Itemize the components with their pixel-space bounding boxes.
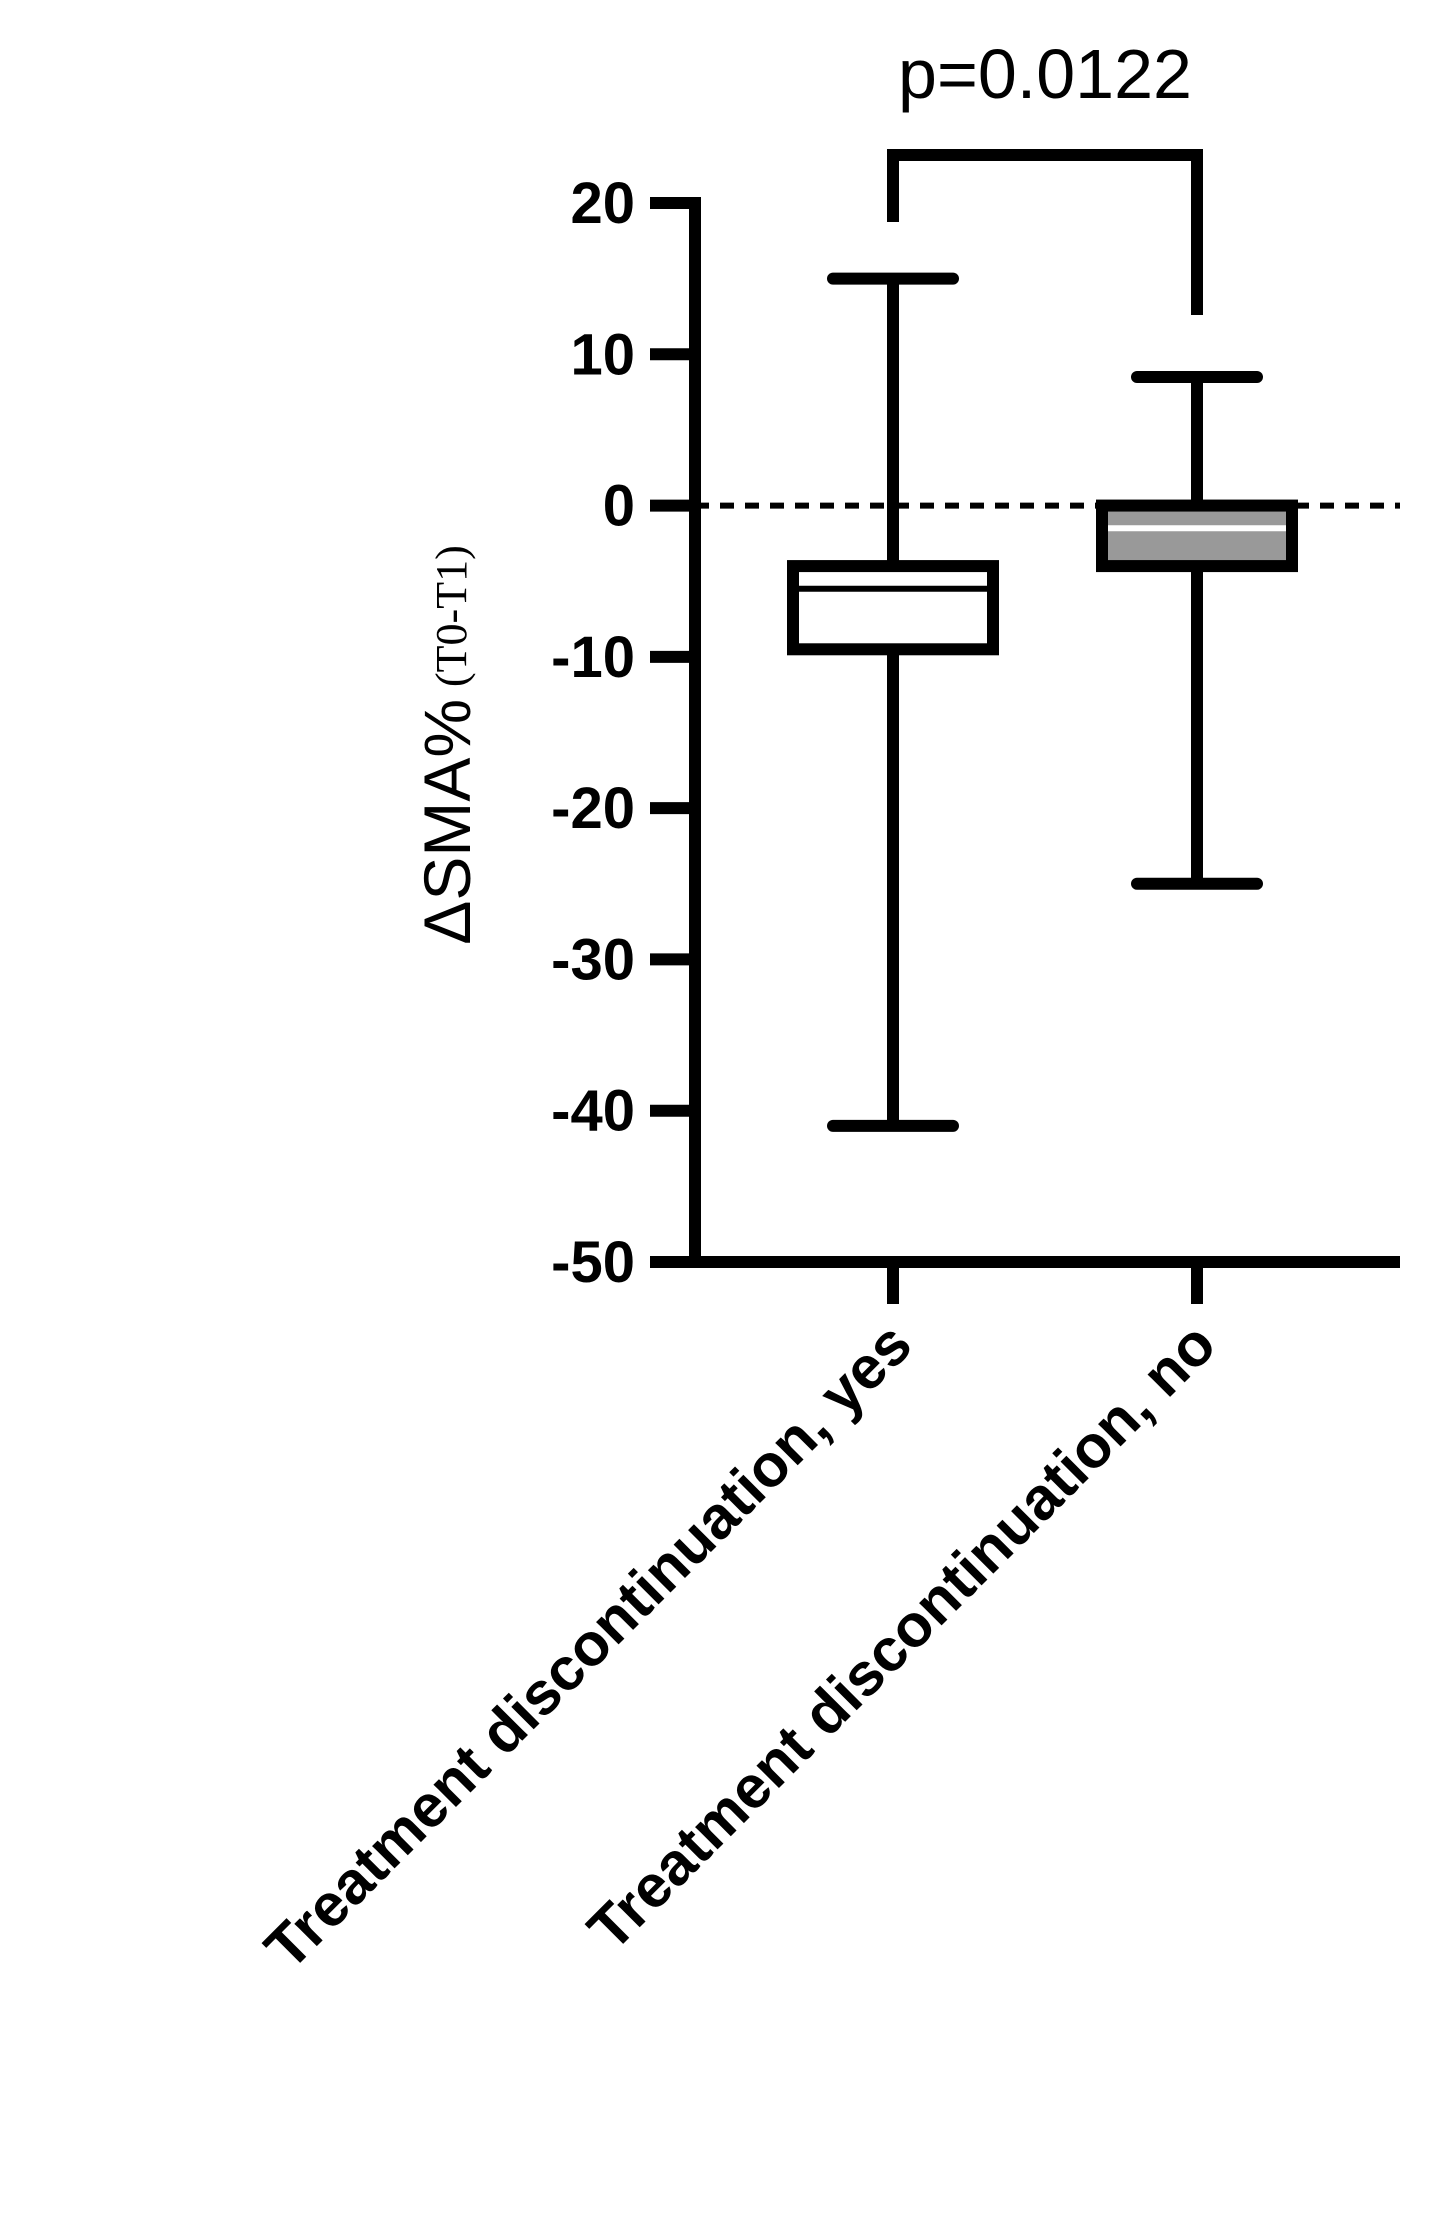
category-label-1: Treatment discontinuation, yes (252, 1310, 924, 1982)
y-axis-label-group: ΔSMA% (T0-T1) (410, 545, 484, 945)
y-axis-label-subscript: (T0-T1) (427, 545, 476, 687)
axes: 20 10 0 -10 -20 -30 -40 -50 (551, 171, 1400, 1304)
y-tick-label: -50 (551, 1230, 635, 1295)
box-2 (1096, 370, 1298, 890)
y-tick-label: -40 (551, 1079, 635, 1144)
y-tick-label: 10 (570, 322, 635, 387)
p-value-label: p=0.0122 (898, 35, 1192, 113)
y-axis-label: ΔSMA% (410, 699, 484, 945)
box-1 (787, 272, 999, 1132)
svg-text:ΔSMA% (T0-T1): ΔSMA% (T0-T1) (410, 545, 484, 945)
iqr-box (1096, 499, 1298, 573)
y-tick-label: 20 (570, 171, 635, 236)
comparison-bracket (887, 149, 1203, 315)
category-label-2: Treatment discontinuation, no (575, 1310, 1228, 1963)
y-tick-label: -30 (551, 927, 635, 992)
boxes-group (787, 272, 1298, 1132)
iqr-box (787, 560, 999, 656)
y-tick-label: -20 (551, 776, 635, 841)
y-tick-label: -10 (551, 625, 635, 690)
comparison-bracket-group: p=0.0122 (887, 35, 1203, 315)
category-labels-group: Treatment discontinuation, yesTreatment … (252, 1310, 1228, 1982)
y-tick-label: 0 (603, 474, 635, 539)
